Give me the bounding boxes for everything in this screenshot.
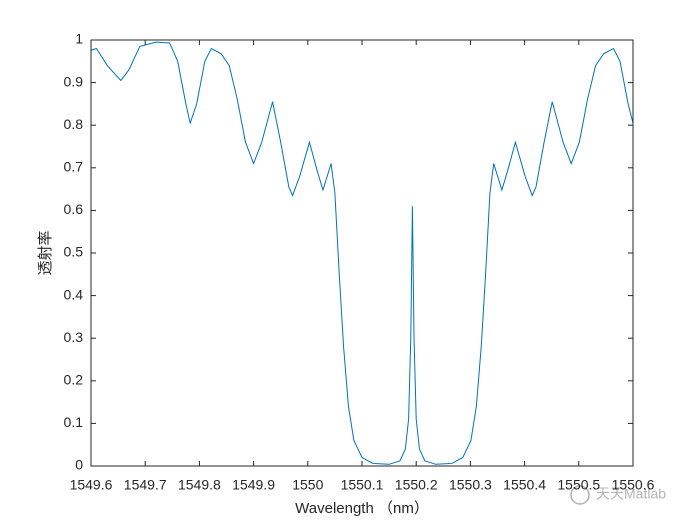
x-tick-label: 1550.5	[557, 477, 600, 493]
x-tick-label: 1550.3	[449, 477, 492, 493]
y-tick-label: 0.5	[64, 244, 84, 260]
x-tick-label: 1550.6	[612, 477, 655, 493]
y-tick-label: 0.2	[64, 372, 84, 388]
y-axis-label: 透射率	[37, 230, 54, 275]
y-tick-label: 0.7	[64, 159, 84, 175]
y-tick-label: 0.8	[64, 116, 84, 132]
x-tick-label: 1550.2	[395, 477, 438, 493]
y-tick-label: 1	[75, 31, 83, 47]
y-tick-label: 0.1	[64, 414, 84, 430]
x-tick-label: 1550.1	[341, 477, 384, 493]
watermark-icon	[570, 485, 590, 505]
x-tick-label: 1550.4	[503, 477, 546, 493]
watermark-icon-circle	[570, 485, 590, 505]
x-axis-label: Wavelength （nm）	[295, 500, 429, 517]
x-tick-label: 1549.7	[124, 477, 167, 493]
y-tick-label: 0.3	[64, 329, 84, 345]
y-tick-label: 0.9	[64, 73, 84, 89]
x-tick-label: 1549.6	[70, 477, 113, 493]
watermark: 天天Matlab	[596, 486, 666, 502]
spectrum-line	[90, 41, 634, 465]
y-tick-label: 0.4	[64, 286, 84, 302]
y-tick-label: 0	[75, 457, 83, 473]
x-tick-label: 1549.9	[232, 477, 275, 493]
x-tick-label: 1549.8	[178, 477, 221, 493]
x-tick-label: 1550	[292, 477, 323, 493]
y-tick-label: 0.6	[64, 201, 84, 217]
